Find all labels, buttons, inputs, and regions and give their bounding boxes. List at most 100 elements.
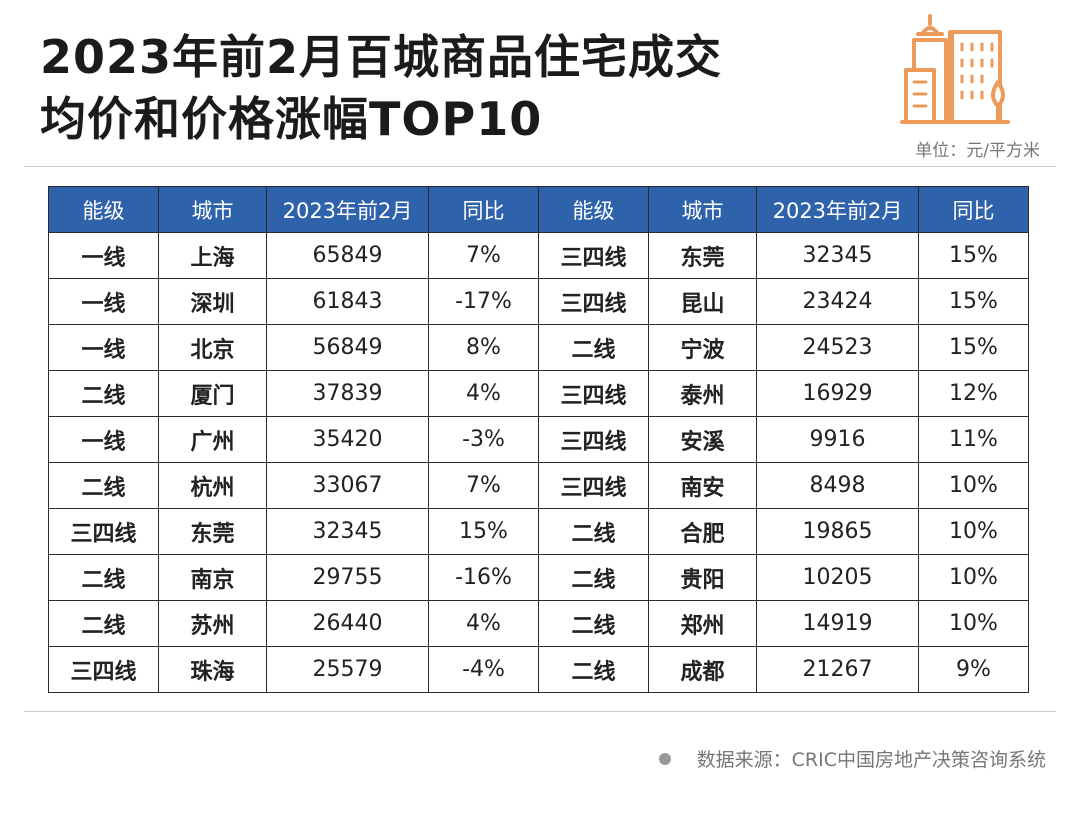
left-yoy-cell: 8%: [428, 324, 539, 371]
table-row: 二线 厦门 37839 4% 三四线 泰州 16929 12%: [48, 370, 1029, 417]
right-city-cell: 南安: [648, 462, 757, 509]
col-header-city: 城市: [158, 186, 267, 233]
left-city-cell: 北京: [158, 324, 267, 371]
left-yoy-cell: 7%: [428, 232, 539, 279]
col-header-yoy: 同比: [918, 186, 1029, 233]
right-city-cell: 成都: [648, 646, 757, 693]
left-price-cell: 33067: [266, 462, 429, 509]
table-row: 二线 南京 29755 -16% 二线 贵阳 10205 10%: [48, 554, 1029, 601]
left-yoy-cell: -3%: [428, 416, 539, 463]
left-yoy-cell: -4%: [428, 646, 539, 693]
right-price-cell: 32345: [756, 232, 919, 279]
right-price-cell: 19865: [756, 508, 919, 555]
right-price-cell: 24523: [756, 324, 919, 371]
right-price-cell: 10205: [756, 554, 919, 601]
table-header: 能级 城市 2023年前2月 同比 能级 城市 2023年前2月 同比: [48, 186, 1029, 233]
header-row: 能级 城市 2023年前2月 同比 能级 城市 2023年前2月 同比: [48, 186, 1029, 233]
right-yoy-cell: 10%: [918, 462, 1029, 509]
title-line-1: 2023年前2月百城商品住宅成交: [40, 30, 723, 84]
right-city-cell: 郑州: [648, 600, 757, 647]
right-city-cell: 贵阳: [648, 554, 757, 601]
left-price-cell: 56849: [266, 324, 429, 371]
divider-bottom: [24, 711, 1056, 712]
left-tier-cell: 二线: [48, 554, 159, 601]
right-yoy-cell: 12%: [918, 370, 1029, 417]
right-tier-cell: 三四线: [538, 278, 649, 325]
price-ranking-table: 能级 城市 2023年前2月 同比 能级 城市 2023年前2月 同比 一线 上海…: [48, 186, 1029, 693]
right-price-cell: 23424: [756, 278, 919, 325]
table-row: 一线 广州 35420 -3% 三四线 安溪 9916 11%: [48, 416, 1029, 463]
left-price-cell: 65849: [266, 232, 429, 279]
left-yoy-cell: 4%: [428, 600, 539, 647]
col-header-tier: 能级: [538, 186, 649, 233]
right-tier-cell: 二线: [538, 508, 649, 555]
right-tier-cell: 二线: [538, 646, 649, 693]
left-price-cell: 37839: [266, 370, 429, 417]
right-tier-cell: 三四线: [538, 416, 649, 463]
right-yoy-cell: 15%: [918, 324, 1029, 371]
left-city-cell: 苏州: [158, 600, 267, 647]
left-city-cell: 厦门: [158, 370, 267, 417]
right-price-cell: 9916: [756, 416, 919, 463]
left-yoy-cell: 7%: [428, 462, 539, 509]
right-city-cell: 安溪: [648, 416, 757, 463]
table-row: 一线 北京 56849 8% 二线 宁波 24523 15%: [48, 324, 1029, 371]
right-tier-cell: 三四线: [538, 462, 649, 509]
left-tier-cell: 二线: [48, 600, 159, 647]
left-price-cell: 35420: [266, 416, 429, 463]
left-city-cell: 上海: [158, 232, 267, 279]
right-city-cell: 泰州: [648, 370, 757, 417]
left-yoy-cell: 4%: [428, 370, 539, 417]
left-price-cell: 25579: [266, 646, 429, 693]
left-price-cell: 29755: [266, 554, 429, 601]
left-city-cell: 广州: [158, 416, 267, 463]
table-body: 一线 上海 65849 7% 三四线 东莞 32345 15% 一线 深圳 61843 -17% 三四线…: [48, 232, 1029, 693]
table-row: 一线 深圳 61843 -17% 三四线 昆山 23424 15%: [48, 278, 1029, 325]
source-text: 数据来源：CRIC中国房地产决策咨询系统: [696, 749, 1046, 771]
unit-label: 单位：元/平方米: [915, 141, 1040, 161]
right-city-cell: 东莞: [648, 232, 757, 279]
right-price-cell: 21267: [756, 646, 919, 693]
col-header-tier: 能级: [48, 186, 159, 233]
right-yoy-cell: 10%: [918, 600, 1029, 647]
left-city-cell: 杭州: [158, 462, 267, 509]
right-tier-cell: 三四线: [538, 232, 649, 279]
left-tier-cell: 一线: [48, 232, 159, 279]
right-tier-cell: 二线: [538, 554, 649, 601]
table-row: 二线 杭州 33067 7% 三四线 南安 8498 10%: [48, 462, 1029, 509]
left-price-cell: 26440: [266, 600, 429, 647]
col-header-city: 城市: [648, 186, 757, 233]
left-price-cell: 61843: [266, 278, 429, 325]
buildings-icon: [900, 14, 1010, 124]
left-tier-cell: 一线: [48, 324, 159, 371]
left-tier-cell: 三四线: [48, 646, 159, 693]
table-row: 三四线 东莞 32345 15% 二线 合肥 19865 10%: [48, 508, 1029, 555]
right-yoy-cell: 10%: [918, 554, 1029, 601]
right-city-cell: 合肥: [648, 508, 757, 555]
right-yoy-cell: 9%: [918, 646, 1029, 693]
page-title: 2023年前2月百城商品住宅成交 均价和价格涨幅TOP10: [40, 26, 722, 150]
left-yoy-cell: -17%: [428, 278, 539, 325]
right-tier-cell: 二线: [538, 600, 649, 647]
left-city-cell: 深圳: [158, 278, 267, 325]
title-line-2: 均价和价格涨幅TOP10: [40, 92, 543, 146]
right-yoy-cell: 15%: [918, 232, 1029, 279]
right-tier-cell: 三四线: [538, 370, 649, 417]
left-tier-cell: 二线: [48, 370, 159, 417]
table-row: 一线 上海 65849 7% 三四线 东莞 32345 15%: [48, 232, 1029, 279]
col-header-price: 2023年前2月: [756, 186, 919, 233]
right-price-cell: 8498: [756, 462, 919, 509]
right-city-cell: 昆山: [648, 278, 757, 325]
right-yoy-cell: 10%: [918, 508, 1029, 555]
left-tier-cell: 一线: [48, 416, 159, 463]
left-tier-cell: 三四线: [48, 508, 159, 555]
right-yoy-cell: 11%: [918, 416, 1029, 463]
source-note: 数据来源：CRIC中国房地产决策咨询系统: [658, 745, 1046, 772]
right-yoy-cell: 15%: [918, 278, 1029, 325]
left-yoy-cell: 15%: [428, 508, 539, 555]
left-city-cell: 南京: [158, 554, 267, 601]
right-price-cell: 14919: [756, 600, 919, 647]
divider-top: [24, 166, 1056, 167]
bullet-dot: [658, 752, 671, 765]
left-city-cell: 珠海: [158, 646, 267, 693]
